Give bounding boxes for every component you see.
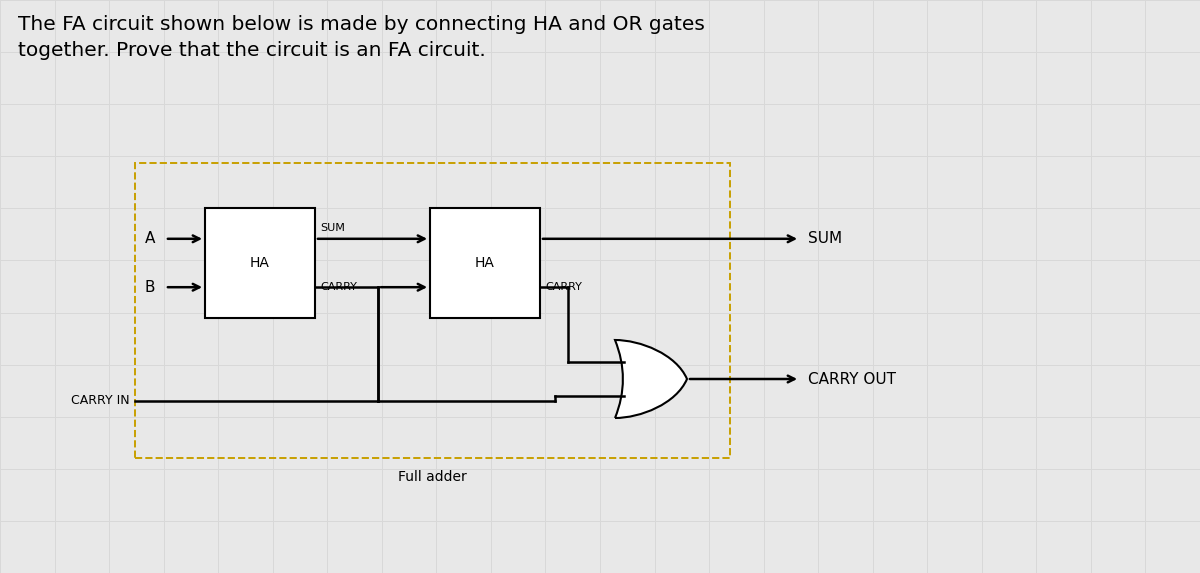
Text: CARRY: CARRY	[545, 282, 582, 292]
PathPatch shape	[616, 340, 686, 418]
Bar	[205, 208, 314, 318]
Text: The FA circuit shown below is made by connecting HA and OR gates
together. Prove: The FA circuit shown below is made by co…	[18, 15, 704, 61]
Bar	[134, 163, 730, 458]
Text: HA: HA	[475, 256, 494, 270]
Text: CARRY IN: CARRY IN	[71, 394, 130, 407]
Text: Full adder: Full adder	[398, 470, 467, 484]
Text: SUM: SUM	[320, 223, 344, 233]
Text: CARRY: CARRY	[320, 282, 356, 292]
Text: A: A	[145, 231, 155, 246]
Text: B: B	[144, 280, 155, 295]
Text: CARRY OUT: CARRY OUT	[808, 371, 896, 387]
Text: HA: HA	[250, 256, 270, 270]
Text: SUM: SUM	[808, 231, 842, 246]
Bar	[430, 208, 540, 318]
